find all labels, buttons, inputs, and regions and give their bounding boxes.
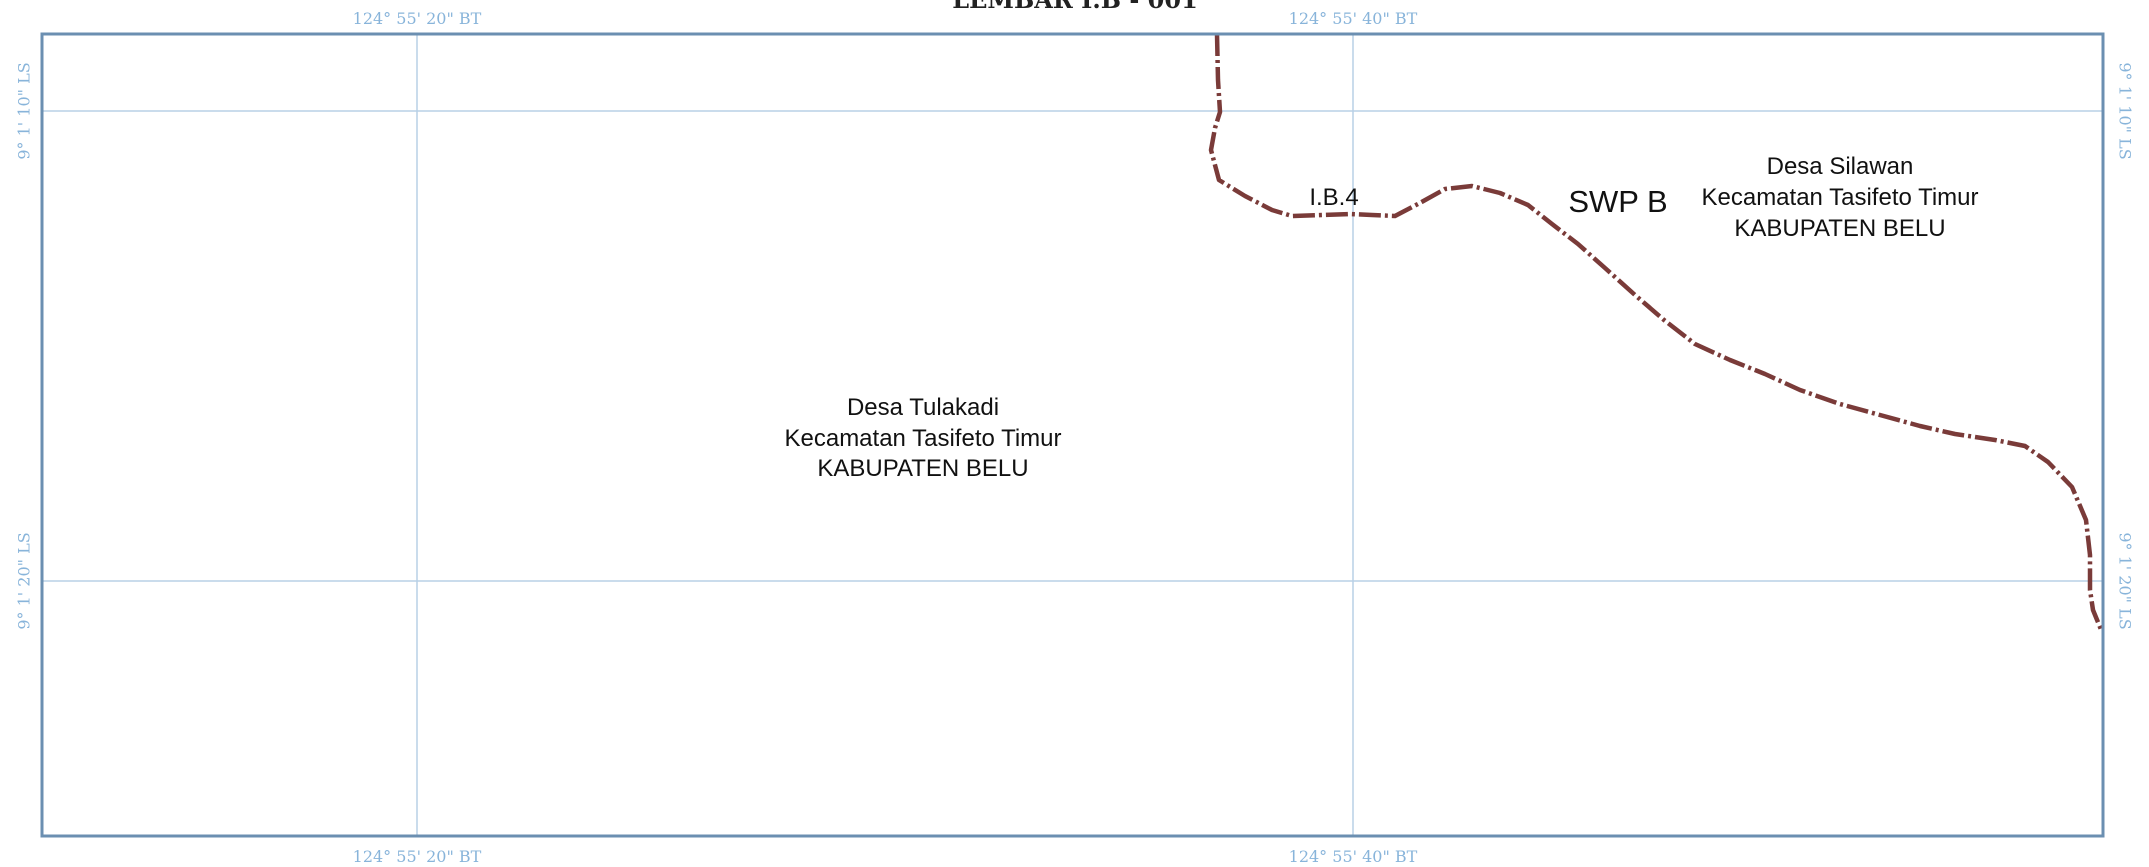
- longitude-label-bottom-1: 124° 55' 20" BT: [353, 847, 482, 866]
- area-label-tulakadi: Desa Tulakadi Kecamatan Tasifeto Timur K…: [784, 394, 1061, 482]
- area-label-silawan: Desa Silawan Kecamatan Tasifeto Timur KA…: [1701, 153, 1978, 242]
- silawan-regency-name: KABUPATEN BELU: [1734, 215, 1945, 242]
- swp-label: SWP B: [1568, 184, 1667, 219]
- latitude-label-left-1: 9° 1' 10" LS: [15, 62, 34, 159]
- map-frame: [40, 32, 2105, 838]
- longitude-label-top-1: 124° 55' 20" BT: [353, 9, 482, 28]
- latitude-label-right-1: 9° 1' 10" LS: [2116, 62, 2135, 159]
- village-boundary-line: [1208, 33, 2105, 633]
- silawan-village-name: Desa Silawan: [1767, 153, 1914, 180]
- tulakadi-village-name: Desa Tulakadi: [847, 394, 999, 421]
- tulakadi-regency-name: KABUPATEN BELU: [817, 455, 1028, 482]
- silawan-district-name: Kecamatan Tasifeto Timur: [1701, 184, 1978, 211]
- sheet-title: LEMBAR I.B - 001: [952, 0, 1198, 14]
- longitude-label-top-2: 124° 55' 40" BT: [1289, 9, 1418, 28]
- latitude-label-left-2: 9° 1' 20" LS: [15, 532, 34, 629]
- longitude-label-bottom-2: 124° 55' 40" BT: [1289, 847, 1418, 866]
- latitude-label-right-2: 9° 1' 20" LS: [2116, 532, 2135, 629]
- tulakadi-district-name: Kecamatan Tasifeto Timur: [784, 425, 1061, 452]
- block-code-label: I.B.4: [1309, 184, 1358, 211]
- coordinate-grid: [42, 34, 2103, 836]
